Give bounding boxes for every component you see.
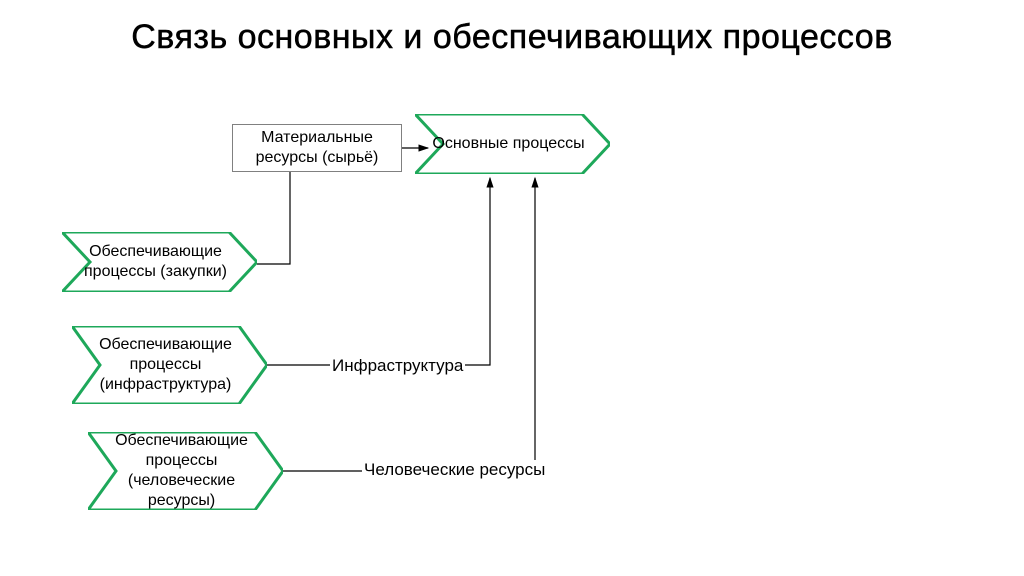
label-infrastructure: Инфраструктура [330, 356, 465, 376]
box-supporting-hr: Обеспечивающие процессы (человеческие ре… [88, 432, 283, 510]
page-title: Связь основных и обеспечивающих процессо… [0, 18, 1024, 57]
label-human-resources: Человеческие ресурсы [362, 460, 547, 480]
box-supporting-purchasing-label: Обеспечивающие процессы (закупки) [68, 242, 243, 282]
connector-infra-up [267, 178, 490, 365]
box-supporting-infra: Обеспечивающие процессы (инфраструктура) [72, 326, 267, 404]
connector-purchasing-up [257, 172, 290, 264]
box-main-processes-label: Основные процессы [432, 134, 584, 154]
box-supporting-hr-label: Обеспечивающие процессы (человеческие ре… [94, 431, 269, 511]
box-main-processes: Основные процессы [415, 114, 610, 174]
box-material-resources-label: Материальные ресурсы (сырьё) [233, 128, 401, 168]
box-material-resources: Материальные ресурсы (сырьё) [232, 124, 402, 172]
box-supporting-infra-label: Обеспечивающие процессы (инфраструктура) [78, 335, 253, 395]
box-supporting-purchasing: Обеспечивающие процессы (закупки) [62, 232, 257, 292]
connector-hr-up [283, 178, 535, 471]
